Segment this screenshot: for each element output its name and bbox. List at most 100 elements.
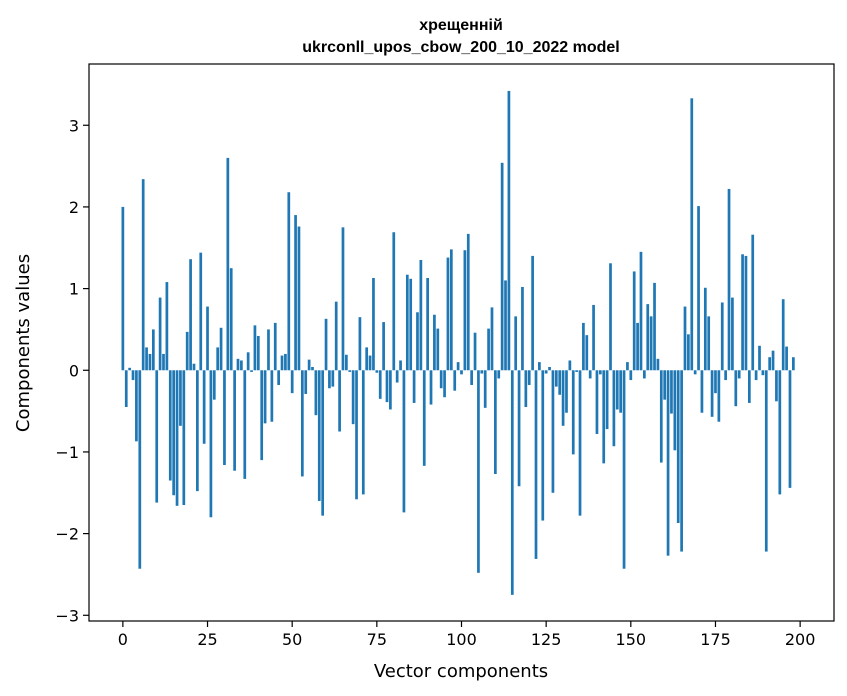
bar bbox=[771, 350, 775, 371]
bar bbox=[646, 304, 650, 371]
x-axis: 0 25 50 75 100 125 150 175 200 bbox=[118, 621, 815, 649]
bar bbox=[124, 370, 128, 408]
bar bbox=[480, 370, 484, 374]
bar bbox=[768, 357, 772, 371]
bar bbox=[724, 370, 727, 381]
bar bbox=[514, 316, 518, 371]
bar bbox=[578, 370, 582, 516]
bar bbox=[229, 268, 233, 371]
x-tick-label: 25 bbox=[197, 630, 217, 649]
bar bbox=[209, 370, 213, 518]
bar bbox=[179, 370, 182, 426]
bar bbox=[558, 370, 562, 395]
bar bbox=[236, 358, 240, 371]
bar bbox=[598, 370, 602, 375]
bar bbox=[389, 370, 392, 410]
chart-title-line-2: ukrconll_upos_cbow_200_10_2022 model bbox=[302, 39, 619, 56]
bar bbox=[744, 255, 748, 371]
x-tick-label: 75 bbox=[367, 630, 387, 649]
y-tick-label: 1 bbox=[69, 280, 79, 299]
bar bbox=[693, 370, 697, 375]
bar bbox=[263, 370, 267, 424]
bar bbox=[490, 307, 494, 371]
bar bbox=[592, 304, 595, 371]
bar bbox=[395, 370, 399, 383]
bar bbox=[233, 370, 236, 471]
bar bbox=[243, 370, 247, 479]
bar bbox=[341, 227, 345, 371]
bar bbox=[463, 250, 467, 371]
bar bbox=[595, 370, 599, 434]
bar bbox=[311, 367, 314, 371]
bar bbox=[151, 329, 155, 371]
bar bbox=[659, 370, 663, 463]
bar bbox=[155, 370, 159, 503]
bar bbox=[504, 280, 507, 371]
bar bbox=[649, 316, 653, 371]
bar bbox=[487, 328, 490, 371]
bar bbox=[524, 370, 528, 408]
bar bbox=[429, 370, 433, 405]
bar bbox=[737, 370, 741, 379]
bar bbox=[720, 302, 724, 371]
bar bbox=[673, 370, 677, 451]
bar bbox=[615, 370, 619, 410]
bar bbox=[260, 370, 264, 461]
bar bbox=[781, 299, 785, 371]
bar bbox=[399, 360, 402, 371]
bar bbox=[256, 335, 260, 371]
bar bbox=[196, 370, 199, 492]
bar bbox=[372, 277, 375, 371]
bar bbox=[145, 347, 148, 371]
bar bbox=[775, 370, 778, 402]
y-tick-label: 2 bbox=[69, 198, 79, 217]
y-axis: −3 −2 −1 0 1 2 3 bbox=[55, 116, 89, 625]
bar bbox=[494, 370, 497, 474]
bar bbox=[521, 286, 524, 371]
bar bbox=[128, 367, 131, 371]
bar bbox=[416, 312, 419, 371]
bar bbox=[297, 226, 301, 371]
bar bbox=[629, 370, 633, 381]
bar bbox=[412, 370, 416, 403]
bar bbox=[761, 370, 765, 376]
bar bbox=[219, 327, 223, 371]
bar bbox=[690, 98, 694, 371]
bar bbox=[639, 251, 643, 371]
bar bbox=[348, 370, 352, 372]
bar bbox=[741, 254, 744, 371]
bar bbox=[175, 370, 179, 506]
bar bbox=[470, 370, 474, 385]
bar bbox=[575, 370, 578, 372]
bar bbox=[277, 370, 280, 385]
bar bbox=[422, 370, 426, 466]
x-tick-label: 100 bbox=[446, 630, 477, 649]
bar bbox=[158, 297, 162, 371]
bar bbox=[714, 370, 717, 394]
bar bbox=[365, 347, 369, 371]
bar bbox=[385, 370, 389, 403]
bar bbox=[449, 249, 453, 371]
bar bbox=[602, 370, 606, 464]
bar bbox=[707, 316, 711, 371]
bar bbox=[500, 162, 504, 371]
bar bbox=[747, 370, 751, 403]
y-tick-label: −2 bbox=[55, 525, 79, 544]
bar bbox=[273, 322, 277, 371]
bar bbox=[666, 370, 670, 556]
bar bbox=[358, 317, 362, 371]
bar bbox=[267, 329, 270, 371]
y-tick-label: −1 bbox=[55, 443, 79, 462]
bar bbox=[317, 370, 321, 501]
bar bbox=[131, 370, 135, 381]
bar bbox=[331, 370, 335, 387]
bar bbox=[588, 370, 592, 379]
bar bbox=[135, 370, 138, 442]
bar bbox=[426, 277, 429, 371]
bar bbox=[619, 370, 623, 413]
bar bbox=[240, 360, 243, 371]
bar bbox=[368, 355, 372, 371]
bar bbox=[636, 322, 639, 371]
bar bbox=[541, 370, 545, 521]
bar bbox=[405, 274, 409, 371]
